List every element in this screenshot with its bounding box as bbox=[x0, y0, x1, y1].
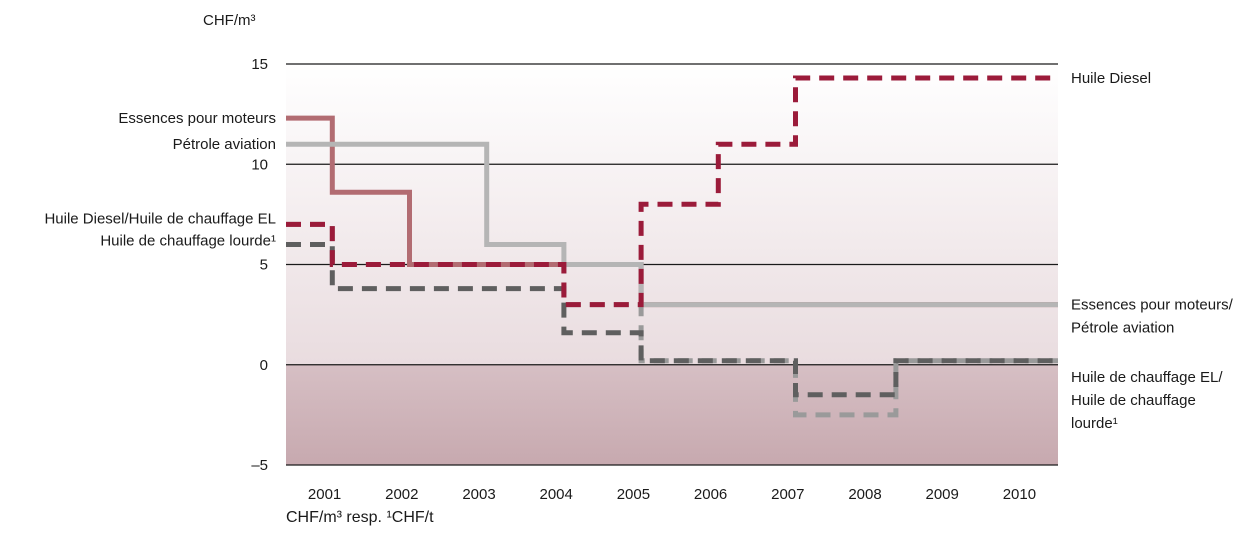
x-axis: 2001 2002 2003 2004 2005 2006 2007 2008 2009 2010 bbox=[308, 486, 1036, 503]
series-line-heavy bbox=[286, 242, 1058, 398]
x-tick-label: 2007 bbox=[771, 486, 804, 503]
x-tick-label: 2002 bbox=[385, 486, 418, 503]
y-tick-label: –5 bbox=[251, 457, 268, 474]
plot-area-negative bbox=[286, 364, 1058, 465]
series-label-left: Essences pour moteurs bbox=[118, 110, 276, 127]
series-label-left: Huile Diesel/Huile de chauffage EL bbox=[44, 210, 276, 227]
series-line-diesel bbox=[286, 75, 1058, 308]
series-layer bbox=[286, 75, 1058, 418]
series-label-right: lourde¹ bbox=[1071, 415, 1118, 432]
y-tick-label: 10 bbox=[251, 156, 268, 173]
y-tick-label: 15 bbox=[251, 56, 268, 73]
series-label-right: Essences pour moteurs/ bbox=[1071, 297, 1234, 314]
x-tick-label: 2005 bbox=[617, 486, 650, 503]
plot-area-positive bbox=[286, 64, 1058, 365]
series-labels: Essences pour moteurs Pétrole aviation Hui… bbox=[44, 70, 1233, 432]
x-tick-label: 2009 bbox=[926, 486, 959, 503]
y-tick-label: 5 bbox=[260, 257, 268, 274]
x-tick-label: 2001 bbox=[308, 486, 341, 503]
series-label-right: Huile de chauffage bbox=[1071, 392, 1196, 409]
y-axis-unit-label: CHF/m³ bbox=[203, 12, 256, 29]
x-tick-label: 2006 bbox=[694, 486, 727, 503]
x-tick-label: 2004 bbox=[540, 486, 573, 503]
y-axis: 15 10 5 0 –5 bbox=[251, 56, 268, 474]
x-tick-label: 2003 bbox=[462, 486, 495, 503]
series-label-left: Huile de chauffage lourde¹ bbox=[100, 232, 276, 249]
x-tick-label: 2008 bbox=[848, 486, 881, 503]
plot-background bbox=[286, 64, 1058, 465]
gridlines bbox=[286, 63, 1058, 466]
unit-footnote: CHF/m³ resp. ¹CHF/t bbox=[286, 509, 434, 526]
series-label-right: Huile de chauffage EL/ bbox=[1071, 369, 1223, 386]
y-tick-label: 0 bbox=[260, 357, 268, 374]
x-tick-label: 2010 bbox=[1003, 486, 1036, 503]
series-label-right: Huile Diesel bbox=[1071, 70, 1151, 87]
series-label-left: Pétrole aviation bbox=[173, 136, 276, 153]
series-label-right: Pétrole aviation bbox=[1071, 320, 1174, 337]
